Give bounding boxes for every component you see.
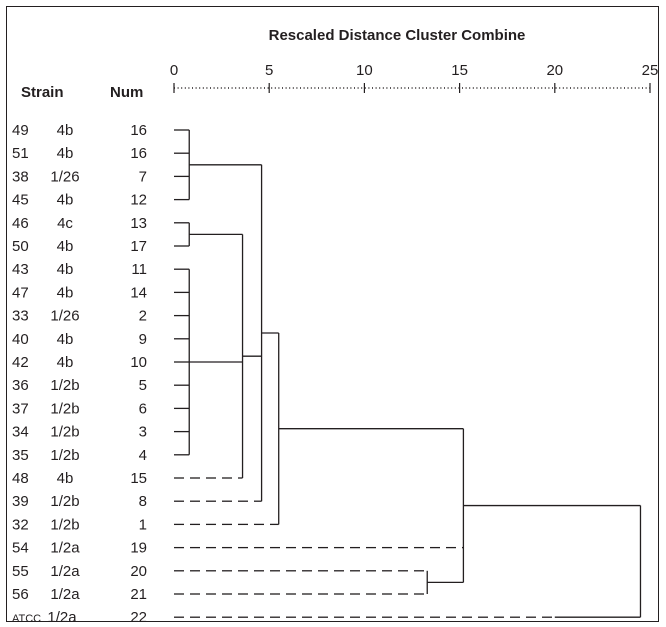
leaf-strain: 46 [12,215,29,232]
leaf-num: 4 [139,447,147,464]
leaf-num: 14 [130,284,147,301]
axis-tick-label: 0 [170,62,178,79]
leaf-serotype: 4c [57,215,73,232]
leaf-num: 13 [130,215,147,232]
leaf-num: 16 [130,122,147,139]
leaf-serotype: 1/2b [50,400,79,417]
leaf-num: 3 [139,424,147,441]
axis-tick-label: 5 [265,62,273,79]
leaf-num: 2 [139,308,147,325]
leaf-strain: 35 [12,447,29,464]
chart-title: Rescaled Distance Cluster Combine [269,27,526,44]
leaf-num: 17 [130,238,147,255]
leaf-strain: 33 [12,308,29,325]
leaf-num: 11 [131,261,147,278]
leaf-serotype: 4b [57,331,74,348]
leaf-strain: 47 [12,284,29,301]
axis-tick-label: 25 [642,62,659,79]
leaf-num: 19 [130,540,147,557]
leaf-serotype: 4b [57,261,74,278]
leaf-serotype: 4b [57,145,74,162]
dendrogram-links [174,129,642,618]
leaf-serotype: 1/2b [50,377,79,394]
leaf-strain: 49 [12,122,29,139]
leaf-serotype: 1/2b [50,424,79,441]
leaf-num: 12 [130,192,147,209]
leaf-serotype: 1/2b [50,516,79,533]
leaf-strain: 37 [12,400,29,417]
leaf-strain: 54 [12,540,29,557]
leaf-serotype: 1/2a [50,540,80,557]
num-header: Num [110,84,143,101]
axis-tick-label: 10 [356,62,373,79]
leaf-serotype: 1/2b [50,447,79,464]
leaf-serotype: 4b [57,284,74,301]
leaf-serotype: 1/2a [50,563,80,580]
leaf-num: 20 [130,563,147,580]
leaf-serotype: 4b [57,122,74,139]
leaf-strain: 42 [12,354,29,371]
leaf-serotype: 4b [57,238,74,255]
leaf-serotype: 4b [57,354,74,371]
axis-tick-label: 15 [451,62,468,79]
leaf-num: 6 [139,400,147,417]
leaf-strain: 56 [12,586,29,603]
leaf-num: 10 [130,354,147,371]
leaf-strain: 43 [12,261,29,278]
leaf-strain: ATCC [12,613,41,625]
leaf-strain: 39 [12,493,29,510]
strain-header: Strain [21,84,64,101]
leaf-serotype: 1/2a [50,586,80,603]
leaf-serotype: 1/2a [47,609,77,626]
chart-frame [6,6,659,622]
leaf-num: 5 [139,377,147,394]
leaf-num: 7 [139,168,147,185]
leaf-strain: 34 [12,424,29,441]
leaf-num: 21 [130,586,147,603]
leaf-serotype: 1/2b [50,493,79,510]
axis-tick-label: 20 [546,62,563,79]
distance-axis: 0 5 10 15 20 25 [170,62,659,93]
leaf-num: 8 [139,493,147,510]
leaf-strain: 51 [12,145,29,162]
leaf-serotype: 1/26 [50,168,79,185]
leaf-serotype: 4b [57,470,74,487]
leaf-strain: 38 [12,168,29,185]
leaf-strain: 55 [12,563,29,580]
leaf-serotype: 4b [57,192,74,209]
leaf-strain: 48 [12,470,29,487]
leaf-serotype: 1/26 [50,308,79,325]
leaf-num: 16 [130,145,147,162]
leaf-strain: 50 [12,238,29,255]
leaf-strain: 40 [12,331,29,348]
leaf-num: 22 [130,609,147,626]
leaf-strain: 45 [12,192,29,209]
leaf-strain: 32 [12,516,29,533]
leaf-strain: 36 [12,377,29,394]
leaf-num: 9 [139,331,147,348]
leaf-num: 1 [139,516,147,533]
leaf-num: 15 [130,470,147,487]
